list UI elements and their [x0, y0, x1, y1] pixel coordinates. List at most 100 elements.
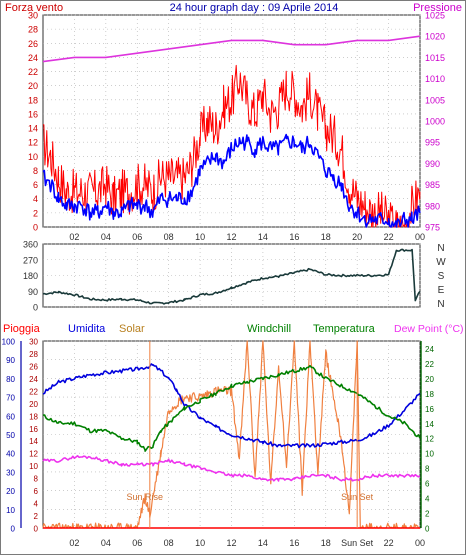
solar-y-tick-label: 4: [34, 500, 39, 509]
x-tick-label: 14: [258, 538, 268, 548]
x-tick-label: 18: [321, 538, 331, 548]
temperature-y-tick-label: 0: [425, 525, 430, 534]
pressure-y-tick-label: 1005: [425, 95, 445, 105]
wind-speed-axis-title: Forza vento: [5, 2, 63, 14]
x-tick-label: 12: [226, 232, 236, 242]
wind-y-tick-label: 0: [33, 223, 38, 233]
temperature-y-tick-label: 12: [425, 435, 434, 444]
compass-label: N: [437, 243, 444, 254]
solar-y-tick-label: 16: [29, 425, 38, 434]
compass-label: S: [438, 271, 445, 282]
windchill-label: Windchill: [247, 323, 291, 335]
chart-title: 24 hour graph day : 09 Aprile 2014: [170, 2, 339, 14]
weather-panel: Sun Rise Sun Set 010203040506070809010002…: [2, 323, 464, 548]
temperature-y-tick-label: 16: [425, 405, 434, 414]
wind-y-tick-label: 4: [33, 194, 38, 204]
humidity-label: Umidita: [68, 323, 106, 335]
solar-y-tick-label: 24: [29, 375, 38, 384]
sunset-label: Sun Set: [341, 492, 374, 502]
humidity-y-tick-label: 30: [6, 468, 15, 477]
x-tick-label: 20: [352, 232, 362, 242]
pressure-y-tick-label: 1020: [425, 32, 445, 42]
pressure-y-tick-label: 1000: [425, 117, 445, 127]
solar-y-tick-label: 10: [29, 462, 38, 471]
x-tick-label: 02: [69, 232, 79, 242]
solar-y-tick-label: 6: [34, 487, 39, 496]
x-tick-label: 00: [415, 232, 425, 242]
temperature-label: Temperatura: [313, 323, 376, 335]
x-tick-label: 16: [289, 538, 299, 548]
wind-direction-series: [42, 248, 421, 305]
x-tick-label: 12: [226, 538, 236, 548]
x-tick-label: 08: [164, 232, 174, 242]
weather-legend-labels: Pioggia Umidita Solar Windchill Temperatura D…: [3, 323, 464, 335]
wind-pressure-panel: 0246810121416182022242628309759809859909…: [5, 2, 462, 242]
wind-y-tick-label: 6: [33, 180, 38, 190]
humidity-y-tick-label: 100: [2, 338, 16, 347]
x-tick-label: 14: [258, 232, 268, 242]
compass-label: N: [437, 299, 444, 310]
pressure-y-tick-label: 1015: [425, 53, 445, 63]
direction-y-tick-label: 0: [33, 303, 38, 313]
solar-y-tick-label: 20: [29, 400, 38, 409]
x-tick-label: 10: [195, 232, 205, 242]
x-tick-label: 00: [415, 538, 425, 548]
temperature-y-tick-label: 22: [425, 360, 434, 369]
solar-y-tick-label: 14: [29, 437, 38, 446]
temperature-y-tick-label: 14: [425, 420, 434, 429]
pressure-line: [42, 35, 421, 63]
humidity-y-tick-label: 60: [6, 412, 15, 421]
temperature-y-tick-label: 10: [425, 450, 434, 459]
direction-y-tick-label: 270: [23, 255, 38, 265]
weather-series: Sun Rise Sun Set: [42, 340, 421, 529]
temperature-y-tick-label: 8: [425, 465, 430, 474]
wind-direction-grid: [43, 243, 421, 308]
weather-ticks: 0102030405060708090100024681012141618202…: [2, 338, 435, 549]
pressure-y-tick-label: 990: [425, 159, 440, 169]
wind-y-tick-label: 20: [28, 81, 38, 91]
dewpoint-line: [42, 454, 421, 482]
dewpoint-label: Dew Point (°C): [394, 323, 464, 335]
wind-y-tick-label: 8: [33, 166, 38, 176]
temperature-y-tick-label: 24: [425, 345, 434, 354]
wind-y-tick-label: 30: [28, 11, 38, 21]
rain-label: Pioggia: [3, 323, 41, 335]
x-tick-label: 16: [289, 232, 299, 242]
temperature-y-tick-label: 20: [425, 375, 434, 384]
direction-y-tick-label: 90: [28, 287, 38, 297]
pressure-y-tick-label: 985: [425, 180, 440, 190]
humidity-y-tick-label: 70: [6, 394, 15, 403]
temperature-y-tick-label: 2: [425, 510, 430, 519]
wind-direction-line: [42, 248, 421, 305]
compass-label: E: [438, 285, 445, 296]
x-tick-label: 06: [132, 538, 142, 548]
temperature-y-tick-label: 6: [425, 480, 430, 489]
pressure-y-tick-label: 975: [425, 223, 440, 233]
wind-pressure-ticks: 0246810121416182022242628309759809859909…: [28, 11, 445, 243]
humidity-y-tick-label: 0: [11, 525, 16, 534]
temperature-line: [42, 364, 421, 452]
solar-y-tick-label: 0: [34, 525, 39, 534]
x-tick-label: 22: [384, 538, 394, 548]
humidity-line: [42, 363, 421, 449]
humidity-y-tick-label: 40: [6, 450, 15, 459]
pressure-y-tick-label: 995: [425, 138, 440, 148]
solar-y-tick-label: 2: [34, 512, 39, 521]
pressure-axis-title: Pressione: [413, 2, 462, 14]
x-tick-label: Sun Set: [341, 538, 374, 548]
x-tick-label: 06: [132, 232, 142, 242]
solar-y-tick-label: 12: [29, 450, 38, 459]
humidity-y-tick-label: 20: [6, 487, 15, 496]
compass-label: W: [436, 257, 446, 268]
x-tick-label: 04: [101, 538, 111, 548]
humidity-y-tick-label: 10: [6, 506, 15, 515]
x-tick-label: 08: [164, 538, 174, 548]
pressure-y-tick-label: 1010: [425, 74, 445, 84]
wind-y-tick-label: 16: [28, 109, 38, 119]
wind-average-line: [42, 133, 421, 228]
solar-y-tick-label: 28: [29, 350, 38, 359]
wind-y-tick-label: 24: [28, 53, 38, 63]
